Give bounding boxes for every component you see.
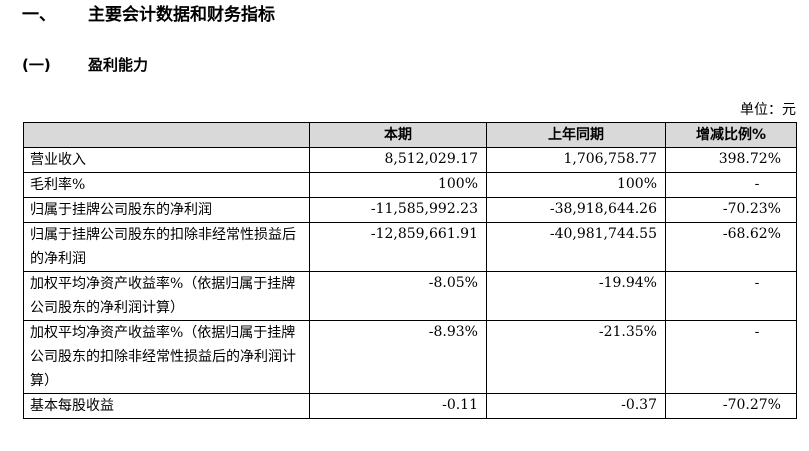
- header-current-period: 本期: [309, 122, 487, 148]
- table-row: 归属于挂牌公司股东的净利润 -11,585,992.23 -38,918,644…: [23, 197, 797, 223]
- subsection-heading-title: 盈利能力: [88, 56, 149, 74]
- row-label: 加权平均净资产收益率%（依据归属于挂牌公司股东的扣除非经常性损益后的净利润计算）: [23, 320, 310, 394]
- previous-value: -40,981,744.55: [486, 222, 666, 272]
- row-label: 归属于挂牌公司股东的净利润: [23, 197, 310, 223]
- change-value: -: [665, 172, 797, 198]
- section-heading-title: 主要会计数据和财务指标: [88, 5, 275, 25]
- previous-value: -0.37: [486, 393, 666, 419]
- change-value: -: [665, 271, 797, 321]
- change-value: 398.72%: [665, 147, 797, 173]
- header-previous-period: 上年同期: [486, 122, 666, 148]
- current-value: -8.93%: [309, 320, 487, 394]
- section-heading: 一、 主要会计数据和财务指标: [22, 4, 275, 26]
- subsection-heading: (一) 盈利能力: [22, 55, 148, 75]
- previous-value: -38,918,644.26: [486, 197, 666, 223]
- table-row: 基本每股收益 -0.11 -0.37 -70.27%: [23, 393, 797, 419]
- previous-value: -21.35%: [486, 320, 666, 394]
- subsection-heading-number: (一): [22, 56, 51, 74]
- table-row: 归属于挂牌公司股东的扣除非经常性损益后的净利润 -12,859,661.91 -…: [23, 222, 797, 272]
- change-value: -70.27%: [665, 393, 797, 419]
- section-heading-number: 一、: [22, 5, 56, 25]
- header-item: [23, 122, 310, 148]
- previous-value: -19.94%: [486, 271, 666, 321]
- previous-value: 100%: [486, 172, 666, 198]
- financial-indicators-table: 本期 上年同期 增减比例% 营业收入 8,512,029.17 1,706,75…: [23, 122, 797, 419]
- previous-value: 1,706,758.77: [486, 147, 666, 173]
- table-header-row: 本期 上年同期 增减比例%: [23, 122, 797, 148]
- change-value: -70.23%: [665, 197, 797, 223]
- current-value: -12,859,661.91: [309, 222, 487, 272]
- table-row: 毛利率% 100% 100% -: [23, 172, 797, 198]
- current-value: 100%: [309, 172, 487, 198]
- row-label: 加权平均净资产收益率%（依据归属于挂牌公司股东的净利润计算）: [23, 271, 310, 321]
- row-label: 毛利率%: [23, 172, 310, 198]
- table-row: 加权平均净资产收益率%（依据归属于挂牌公司股东的净利润计算） -8.05% -1…: [23, 271, 797, 321]
- row-label: 基本每股收益: [23, 393, 310, 419]
- current-value: -0.11: [309, 393, 487, 419]
- current-value: -11,585,992.23: [309, 197, 487, 223]
- row-label: 营业收入: [23, 147, 310, 173]
- row-label: 归属于挂牌公司股东的扣除非经常性损益后的净利润: [23, 222, 310, 272]
- change-value: -: [665, 320, 797, 394]
- table-row: 营业收入 8,512,029.17 1,706,758.77 398.72%: [23, 147, 797, 173]
- current-value: 8,512,029.17: [309, 147, 487, 173]
- current-value: -8.05%: [309, 271, 487, 321]
- change-value: -68.62%: [665, 222, 797, 272]
- table-row: 加权平均净资产收益率%（依据归属于挂牌公司股东的扣除非经常性损益后的净利润计算）…: [23, 320, 797, 394]
- unit-label: 单位：元: [740, 102, 796, 118]
- header-change-ratio: 增减比例%: [665, 122, 797, 148]
